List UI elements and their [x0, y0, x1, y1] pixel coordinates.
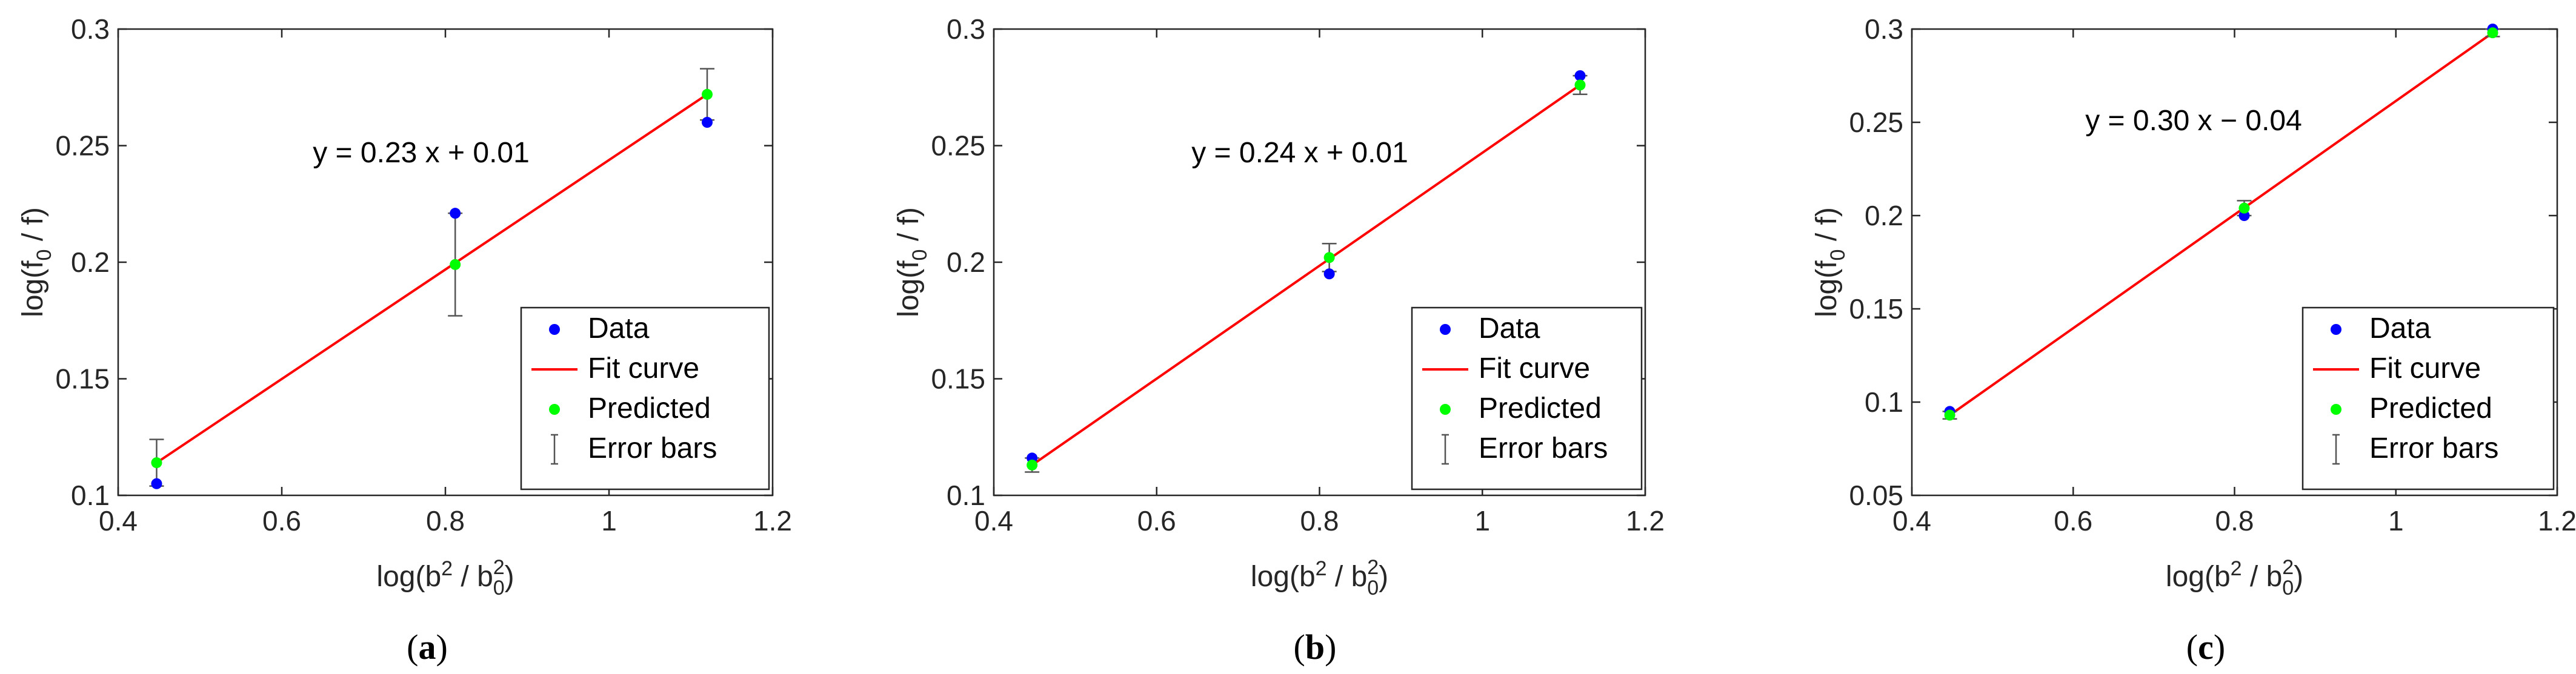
fit-curve-line [1949, 31, 2494, 417]
legend-box [1411, 306, 1643, 491]
chart-panel-b: 0.4 0.6 0.8 1 1.2 0.1 0.15 0.2 0.25 0.3 log(b2 / b… [893, 13, 1665, 667]
predicted-point [702, 88, 713, 100]
legend-label: Error bars [588, 432, 717, 464]
fit-equation: y = 0.23 x + 0.01 [313, 137, 530, 169]
legend-predicted-marker [549, 404, 560, 415]
legend-label: Fit curve [2369, 352, 2481, 385]
y-tick-label: 0.05 [1849, 480, 1903, 511]
legend: Data Fit curve Predicted Error bars [2301, 306, 2555, 491]
x-tick-label: 0.6 [2054, 505, 2092, 537]
legend-label: Predicted [588, 392, 711, 425]
panel-letter: a [419, 627, 436, 667]
predicted-point [2487, 27, 2498, 39]
y-tick-label: 0.3 [947, 13, 985, 45]
legend-label: Fit curve [588, 352, 699, 385]
y-tick-label: 0.25 [931, 130, 985, 162]
x-axis-label: log(b2 / b02) [376, 556, 514, 600]
panel-label: (a) [407, 627, 448, 667]
legend-data-marker [1440, 324, 1451, 335]
predicted-point [1944, 409, 1955, 421]
legend-label: Error bars [2369, 432, 2498, 464]
legend-data-marker [549, 324, 560, 335]
legend-data-marker [2331, 324, 2341, 335]
panel-letter: b [1305, 627, 1325, 667]
x-tick-label: 0.8 [2215, 505, 2254, 537]
fit-curve-line [1031, 84, 1581, 466]
panel-label: (b) [1294, 627, 1337, 667]
x-tick-label: 1 [2388, 505, 2404, 537]
x-tick-label: 1.2 [2538, 505, 2576, 537]
data-point [2238, 210, 2250, 221]
y-tick-label: 0.15 [1849, 293, 1903, 325]
predicted-point [1027, 459, 1038, 471]
x-tick-label: 0.4 [99, 505, 138, 537]
y-tick-label: 0.2 [71, 246, 110, 278]
fit-equation: y = 0.24 x + 0.01 [1191, 137, 1408, 169]
data-point [450, 208, 461, 219]
legend-label: Data [588, 312, 650, 345]
x-tick-label: 1.2 [1626, 505, 1665, 537]
data-point [702, 117, 713, 128]
x-tick-label: 0.6 [1137, 505, 1176, 537]
y-tick-label: 0.1 [71, 480, 110, 511]
x-tick-label: 1.2 [753, 505, 792, 537]
chart-panel-c: 0.4 0.6 0.8 1 1.2 0.05 0.1 0.15 0.2 0.25 0.3 log(b2… [1811, 13, 2576, 667]
data-point [151, 478, 162, 489]
legend-label: Data [1479, 312, 1540, 345]
legend-box [520, 306, 770, 491]
x-axis-label: log(b2 / b02) [1251, 556, 1388, 600]
legend: Data Fit curve Predicted Error bars [1411, 306, 1643, 491]
y-axis-label: log(f0 / f) [893, 207, 931, 317]
predicted-point [2238, 202, 2250, 214]
legend-label: Predicted [1479, 392, 1602, 425]
legend-predicted-marker [1440, 404, 1451, 415]
x-tick-label: 0.8 [426, 505, 465, 537]
legend-label: Error bars [1479, 432, 1608, 464]
predicted-point [1323, 252, 1335, 263]
data-point [1574, 70, 1586, 81]
x-tick-label: 0.6 [262, 505, 301, 537]
x-tick-label: 1 [1474, 505, 1490, 537]
x-tick-label: 0.4 [1892, 505, 1931, 537]
y-tick-label: 0.2 [947, 246, 985, 278]
x-tick-label: 0.8 [1300, 505, 1339, 537]
legend-label: Fit curve [1479, 352, 1590, 385]
panel-label: (c) [2186, 627, 2225, 667]
y-tick-label: 0.2 [1865, 200, 1903, 231]
fit-equation: y = 0.30 x − 0.04 [2085, 105, 2302, 137]
x-axis-label: log(b2 / b02) [2166, 556, 2303, 600]
y-tick-label: 0.25 [55, 130, 110, 162]
predicted-point [1574, 79, 1586, 91]
y-axis-label: log(f0 / f) [17, 207, 56, 317]
predicted-point [151, 457, 162, 469]
y-tick-label: 0.3 [71, 13, 110, 45]
y-tick-label: 0.15 [55, 363, 110, 395]
legend-predicted-marker [2331, 404, 2341, 415]
y-tick-label: 0.15 [931, 363, 985, 395]
legend-box [2301, 306, 2555, 491]
predicted-point [450, 259, 461, 270]
data-point [1323, 268, 1335, 280]
y-tick-label: 0.1 [947, 480, 985, 511]
y-tick-label: 0.3 [1865, 13, 1903, 45]
fit-curve-line [156, 93, 708, 464]
y-tick-label: 0.25 [1849, 107, 1903, 138]
y-tick-label: 0.1 [1865, 386, 1903, 418]
x-tick-label: 1 [601, 505, 617, 537]
chart-panel-a: 0.4 0.6 0.8 1 1.2 0.1 0.15 0.2 0.25 0.3 log(b2 / b… [17, 13, 792, 667]
panel-letter: c [2198, 627, 2214, 667]
legend: Data Fit curve Predicted Error bars [520, 306, 770, 491]
legend-label: Predicted [2369, 392, 2492, 425]
x-tick-label: 0.4 [974, 505, 1013, 537]
y-axis-label: log(f0 / f) [1811, 207, 1849, 317]
legend-label: Data [2369, 312, 2431, 345]
